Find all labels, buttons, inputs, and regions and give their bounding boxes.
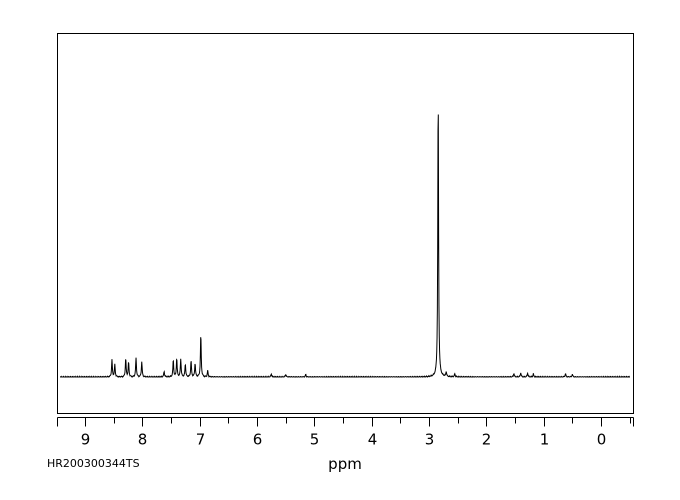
sample-id-label: HR200300344TS (47, 457, 140, 470)
ppm-axis: 9 8 7 6 5 4 3 2 1 0 (57, 417, 634, 449)
axis-tick-label: 7 (196, 431, 206, 449)
axis-title-ppm: ppm (328, 455, 362, 473)
plot-frame (57, 33, 634, 414)
nmr-trace (60, 114, 630, 379)
axis-tick-label: 5 (310, 431, 320, 449)
axis-tick-label: 2 (482, 431, 492, 449)
axis-tick-label: 0 (597, 431, 607, 449)
axis-tick-label: 6 (253, 431, 263, 449)
axis-tick-label: 4 (368, 431, 378, 449)
axis-tick-label: 9 (81, 431, 91, 449)
axis-tick-label: 1 (540, 431, 550, 449)
axis-tick-label: 8 (138, 431, 148, 449)
axis-tick-label: 3 (425, 431, 435, 449)
